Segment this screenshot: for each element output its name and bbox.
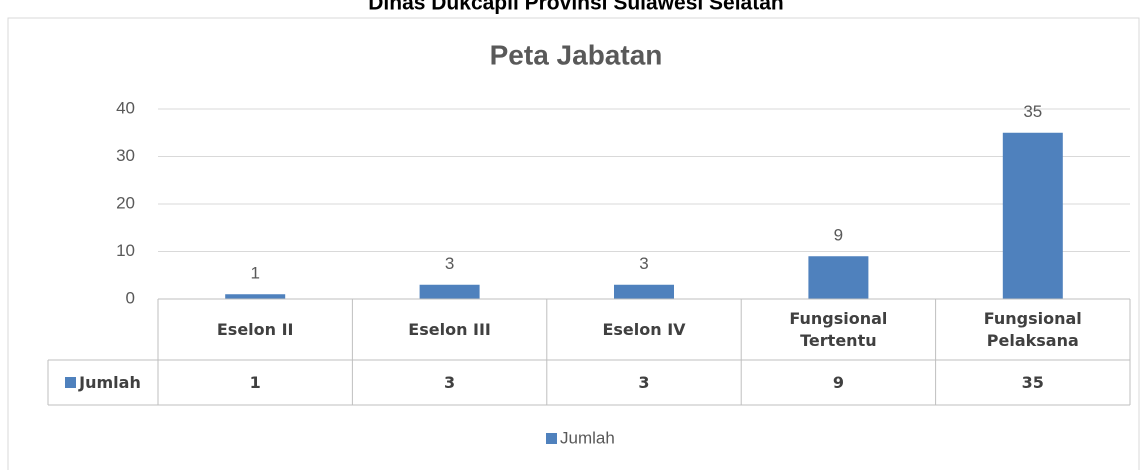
table-value-text: 35	[1021, 372, 1044, 392]
table-category-text: Fungsional Tertentu	[789, 308, 888, 350]
table-category: Fungsional Pelaksana	[936, 299, 1130, 360]
table-category: Eselon II	[158, 299, 352, 360]
bar	[419, 284, 480, 299]
table-value-text: 1	[249, 372, 261, 392]
table-value: 1	[158, 360, 352, 405]
data-label: 3	[639, 254, 648, 273]
table-row-header-text: Jumlah	[79, 372, 141, 392]
table-category-text: Fungsional Pelaksana	[983, 308, 1082, 350]
table-category-text: Eselon IV	[602, 319, 686, 339]
data-label: 35	[1023, 102, 1042, 121]
table-legend-key	[65, 377, 77, 388]
table-category-text: Eselon III	[408, 319, 491, 339]
bar	[808, 256, 869, 299]
y-tick-label: 0	[126, 288, 135, 307]
table-value: 9	[741, 360, 935, 405]
bar	[614, 284, 674, 299]
y-tick-label: 40	[116, 98, 135, 117]
table-value: 3	[352, 360, 546, 405]
table-value: 3	[547, 360, 741, 405]
table-category: Fungsional Tertentu	[741, 299, 935, 360]
data-label: 3	[445, 254, 454, 273]
y-tick-label: 10	[116, 241, 135, 260]
table-value-text: 9	[832, 372, 844, 392]
y-tick-label: 20	[116, 193, 135, 212]
data-label: 1	[250, 264, 259, 283]
table-value: 35	[936, 360, 1130, 405]
table-category-text: Eselon II	[216, 319, 294, 339]
bar	[225, 294, 286, 299]
bar	[1002, 132, 1063, 299]
page-heading: Dinas Dukcapil Provinsi Sulawesi Selatan	[368, 0, 784, 15]
table-row-header: Jumlah	[48, 360, 158, 405]
data-label: 9	[834, 226, 843, 245]
chart-title: Peta Jabatan	[490, 39, 663, 70]
table-category: Eselon IV	[547, 299, 741, 360]
table-category: Eselon III	[352, 299, 546, 360]
legend-label: Jumlah	[560, 428, 615, 447]
legend-key	[546, 433, 557, 444]
chart-border	[7, 17, 1140, 470]
table-value-text: 3	[638, 372, 650, 392]
table-value-text: 3	[444, 372, 456, 392]
y-tick-label: 30	[116, 146, 135, 165]
